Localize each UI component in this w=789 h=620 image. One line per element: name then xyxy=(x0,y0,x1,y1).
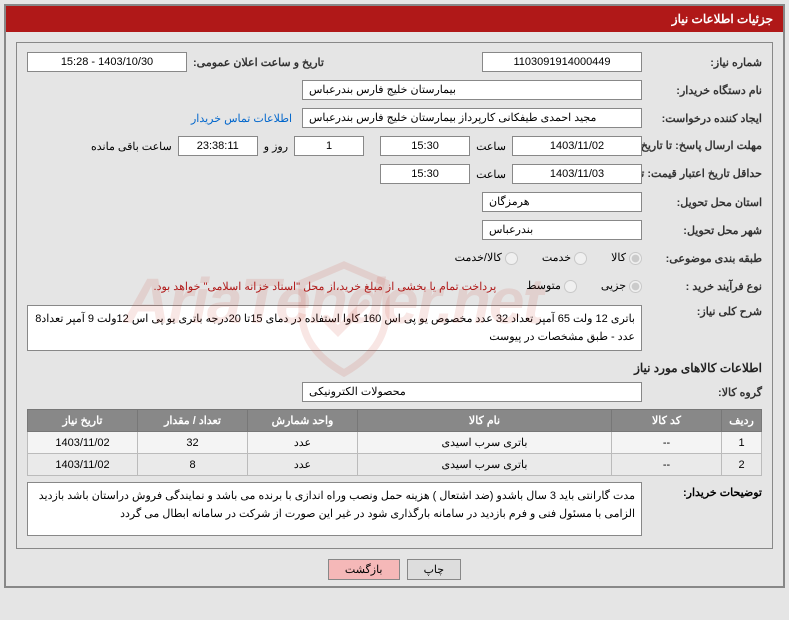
table-cell: باتری سرب اسیدی xyxy=(358,454,612,476)
label-need-summary: شرح کلی نیاز: xyxy=(642,305,762,318)
label-purchase-type: نوع فرآیند خرید : xyxy=(642,280,762,293)
field-validity-date: 1403/11/03 xyxy=(512,164,642,184)
table-header: کد کالا xyxy=(612,410,722,432)
table-cell: -- xyxy=(612,454,722,476)
radio-cat-goods[interactable]: کالا xyxy=(611,251,642,265)
field-goods-group: محصولات الکترونیکی xyxy=(302,382,642,402)
label-public-date: تاریخ و ساعت اعلان عمومی: xyxy=(193,56,324,69)
panel-title: جزئیات اطلاعات نیاز xyxy=(6,6,783,32)
field-province: هرمزگان xyxy=(482,192,642,212)
field-buyer-org: بیمارستان خلیج فارس بندرعباس xyxy=(302,80,642,100)
label-reply-deadline: مهلت ارسال پاسخ: تا تاریخ: xyxy=(642,140,762,152)
field-public-date: 1403/10/30 - 15:28 xyxy=(27,52,187,72)
main-panel: جزئیات اطلاعات نیاز شماره نیاز: 11030919… xyxy=(4,4,785,588)
label-category: طبقه بندی موضوعی: xyxy=(642,252,762,265)
field-validity-time: 15:30 xyxy=(380,164,470,184)
need-summary-box: باتری 12 ولت 65 آمپر تعداد 32 عدد مخصوص … xyxy=(27,305,642,351)
buyer-contact-link[interactable]: اطلاعات تماس خریدار xyxy=(191,112,292,125)
radio-cat-both[interactable]: کالا/خدمت xyxy=(455,251,518,265)
table-cell: 2 xyxy=(722,454,762,476)
payment-note: پرداخت تمام یا بخشی از مبلغ خرید،از محل … xyxy=(154,280,497,293)
field-requester: مجید احمدی طیفکانی کارپرداز بیمارستان خل… xyxy=(302,108,642,128)
field-reply-time: 15:30 xyxy=(380,136,470,156)
label-need-no: شماره نیاز: xyxy=(642,56,762,69)
label-min-validity: حداقل تاریخ اعتبار قیمت: تا تاریخ: xyxy=(642,168,762,180)
label-days-and: روز و xyxy=(264,140,288,153)
table-cell: -- xyxy=(612,432,722,454)
label-buyer-org: نام دستگاه خریدار: xyxy=(642,84,762,97)
radio-cat-service[interactable]: خدمت xyxy=(542,251,587,265)
field-reply-date: 1403/11/02 xyxy=(512,136,642,156)
table-row: 1--باتری سرب اسیدیعدد321403/11/02 xyxy=(28,432,762,454)
table-cell: عدد xyxy=(248,454,358,476)
table-cell: باتری سرب اسیدی xyxy=(358,432,612,454)
table-cell: 1403/11/02 xyxy=(28,454,138,476)
table-cell: عدد xyxy=(248,432,358,454)
label-time-2: ساعت xyxy=(476,168,506,181)
table-cell: 1403/11/02 xyxy=(28,432,138,454)
table-header: تعداد / مقدار xyxy=(138,410,248,432)
field-days-left: 1 xyxy=(294,136,364,156)
radio-proc-medium[interactable]: متوسط xyxy=(526,279,577,293)
field-need-no: 1103091914000449 xyxy=(482,52,642,72)
label-buyer-notes: توضیحات خریدار: xyxy=(642,482,762,499)
back-button[interactable]: بازگشت xyxy=(328,559,400,580)
buyer-notes-box: مدت گارانتی باید 3 سال باشدو (ضد اشتعال … xyxy=(27,482,642,536)
items-table: ردیفکد کالانام کالاواحد شمارشتعداد / مقد… xyxy=(27,409,762,476)
print-button[interactable]: چاپ xyxy=(407,559,462,580)
field-countdown: 23:38:11 xyxy=(178,136,258,156)
table-cell: 8 xyxy=(138,454,248,476)
table-header: واحد شمارش xyxy=(248,410,358,432)
table-cell: 32 xyxy=(138,432,248,454)
label-city: شهر محل تحویل: xyxy=(642,224,762,237)
table-row: 2--باتری سرب اسیدیعدد81403/11/02 xyxy=(28,454,762,476)
label-time-1: ساعت xyxy=(476,140,506,153)
table-header: ردیف xyxy=(722,410,762,432)
label-requester: ایجاد کننده درخواست: xyxy=(642,112,762,125)
table-cell: 1 xyxy=(722,432,762,454)
items-section-title: اطلاعات کالاهای مورد نیاز xyxy=(27,361,762,375)
radio-proc-partial[interactable]: جزیی xyxy=(601,279,642,293)
field-city: بندرعباس xyxy=(482,220,642,240)
details-panel: شماره نیاز: 1103091914000449 تاریخ و ساع… xyxy=(16,42,773,549)
label-province: استان محل تحویل: xyxy=(642,196,762,209)
label-goods-group: گروه کالا: xyxy=(642,386,762,399)
table-header: نام کالا xyxy=(358,410,612,432)
table-header: تاریخ نیاز xyxy=(28,410,138,432)
label-time-remaining: ساعت باقی مانده xyxy=(91,140,172,153)
